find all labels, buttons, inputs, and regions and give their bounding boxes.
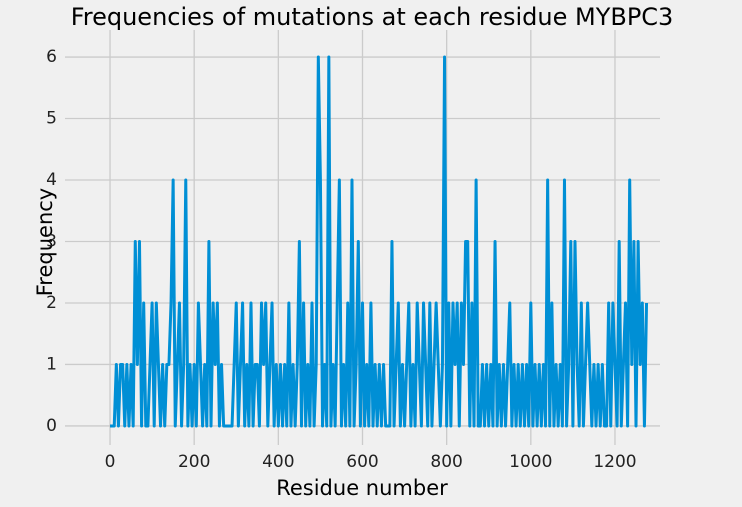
x-tick-label: 0 xyxy=(105,452,116,472)
x-tick-label: 600 xyxy=(346,452,378,472)
x-axis-label: Residue number xyxy=(276,476,448,500)
x-tick-label: 1000 xyxy=(509,452,552,472)
y-tick-label: 2 xyxy=(46,293,57,313)
y-axis-label: Frequency xyxy=(33,188,57,297)
data-line xyxy=(110,55,649,428)
x-tick-label: 200 xyxy=(178,452,210,472)
y-tick-label: 0 xyxy=(46,416,57,436)
x-tick-label: 1200 xyxy=(593,452,636,472)
plot xyxy=(110,55,649,428)
x-tick-label: 800 xyxy=(430,452,462,472)
y-tick-label: 5 xyxy=(46,109,57,129)
chart-title: Frequencies of mutations at each residue… xyxy=(71,3,674,31)
y-tick-label: 1 xyxy=(46,354,57,374)
x-tick-label: 400 xyxy=(262,452,294,472)
y-tick-label: 6 xyxy=(46,47,57,67)
y-tick-label: 3 xyxy=(46,231,57,251)
y-tick-label: 4 xyxy=(46,170,57,190)
